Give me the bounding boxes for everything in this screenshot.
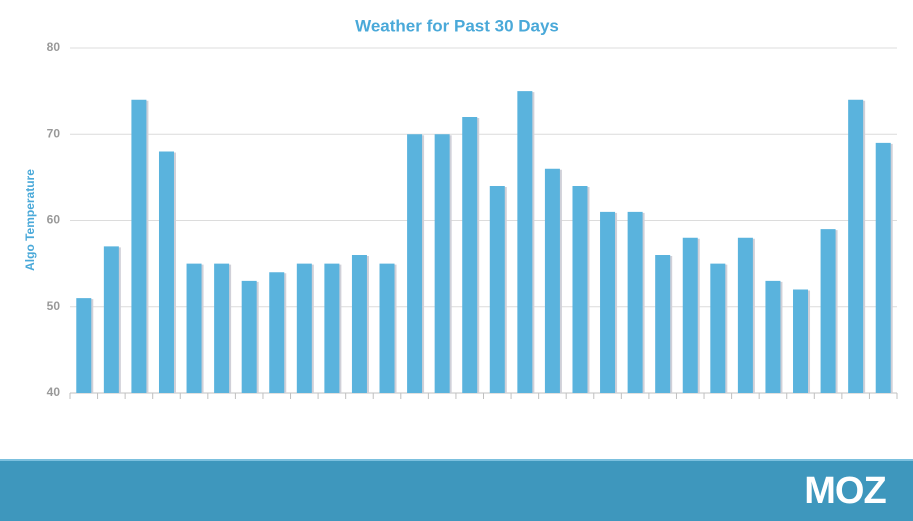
bar (214, 263, 230, 393)
bar (379, 263, 395, 393)
bar (820, 229, 836, 393)
bar (737, 237, 753, 393)
bar (241, 280, 257, 393)
bar (875, 142, 891, 393)
bar (103, 246, 119, 393)
bar (296, 263, 312, 393)
bar (324, 263, 340, 393)
bar (793, 289, 809, 393)
y-tick-label: 70 (47, 126, 61, 140)
logo: MOZ (804, 470, 886, 512)
bar (600, 211, 616, 393)
bar (544, 168, 560, 393)
bar (682, 237, 698, 393)
bar (462, 117, 478, 393)
bar (186, 263, 202, 393)
chart-title: Weather for Past 30 Days (355, 16, 559, 35)
bar (517, 91, 533, 393)
y-tick-label: 50 (47, 299, 61, 313)
bar (572, 186, 588, 393)
y-tick-label: 60 (47, 213, 61, 227)
y-axis-label: Algo Temperature (23, 169, 37, 271)
bar (489, 186, 505, 393)
bar (131, 99, 147, 393)
bar (434, 134, 450, 393)
y-tick-label: 80 (47, 40, 61, 54)
bar (627, 211, 643, 393)
bar (407, 134, 423, 393)
bar (848, 99, 864, 393)
footer (0, 459, 913, 521)
bar (269, 272, 285, 393)
bar (655, 255, 671, 393)
y-tick-label: 40 (47, 385, 61, 399)
bar (158, 151, 174, 393)
footer-border (0, 459, 913, 461)
bar (351, 255, 367, 393)
bar (710, 263, 726, 393)
bar (765, 280, 781, 393)
bar (76, 298, 92, 393)
